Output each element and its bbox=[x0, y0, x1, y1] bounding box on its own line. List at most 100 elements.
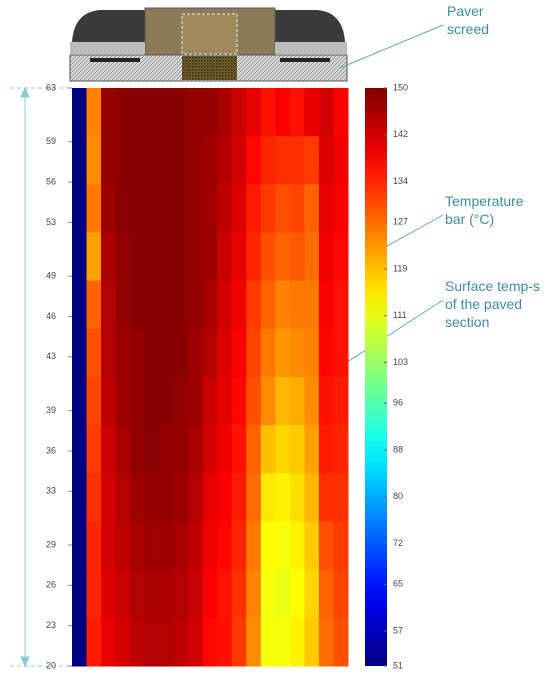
heat-cell bbox=[318, 184, 334, 233]
heat-cell bbox=[72, 569, 88, 619]
heat-cell bbox=[130, 184, 146, 233]
heat-cell bbox=[304, 184, 320, 233]
heat-cell bbox=[246, 473, 262, 522]
heat-cell bbox=[86, 521, 102, 571]
heat-cell bbox=[115, 280, 131, 330]
heat-cell bbox=[289, 473, 305, 522]
y-tick-label: 56 bbox=[46, 176, 56, 186]
colorbar-tick-label: 72 bbox=[393, 538, 403, 548]
heat-cell bbox=[173, 328, 189, 378]
heat-cell bbox=[231, 473, 247, 522]
heat-cell bbox=[72, 328, 88, 378]
colorbar-tick-label: 80 bbox=[393, 491, 403, 501]
heat-cell bbox=[173, 617, 189, 667]
heat-cell bbox=[304, 88, 320, 137]
heat-cell bbox=[318, 521, 334, 571]
heat-cell bbox=[246, 425, 262, 474]
heat-cell bbox=[130, 232, 146, 282]
heat-cell bbox=[101, 280, 117, 330]
y-tick-label: 59 bbox=[46, 136, 56, 146]
heat-cell bbox=[115, 569, 131, 619]
heat-cell bbox=[231, 425, 247, 474]
colorbar-tick-label: 150 bbox=[393, 82, 408, 92]
heat-cell bbox=[202, 280, 218, 330]
heat-cell bbox=[260, 184, 276, 233]
heat-cell bbox=[173, 88, 189, 137]
heat-cell bbox=[246, 617, 262, 667]
heat-cell bbox=[188, 473, 204, 522]
heat-cell bbox=[173, 136, 189, 185]
heat-cell bbox=[275, 280, 291, 330]
heat-cell bbox=[130, 136, 146, 185]
heat-cell bbox=[130, 473, 146, 522]
heat-cell bbox=[318, 377, 334, 426]
heat-cell bbox=[318, 425, 334, 474]
heat-cell bbox=[101, 473, 117, 522]
heat-cell bbox=[231, 136, 247, 185]
y-tick-label: 26 bbox=[46, 580, 56, 590]
colorbar-tick-label: 134 bbox=[393, 176, 408, 186]
colorbar-tick-label: 119 bbox=[393, 263, 407, 273]
heat-cell bbox=[275, 88, 291, 137]
heat-cell bbox=[231, 521, 247, 571]
heat-cell bbox=[304, 280, 320, 330]
heat-cell bbox=[289, 184, 305, 233]
heat-cell bbox=[72, 184, 88, 233]
heat-cell bbox=[217, 328, 233, 378]
heat-cell bbox=[159, 328, 175, 378]
heat-cell bbox=[333, 617, 349, 667]
heat-cell bbox=[188, 425, 204, 474]
heat-cell bbox=[159, 569, 175, 619]
heat-cell bbox=[202, 88, 218, 137]
heat-cell bbox=[202, 377, 218, 426]
heat-cell bbox=[173, 184, 189, 233]
heat-cell bbox=[115, 617, 131, 667]
heat-cell bbox=[246, 328, 262, 378]
heat-cell bbox=[188, 569, 204, 619]
heat-cell bbox=[144, 473, 160, 522]
paver-drawing bbox=[69, 7, 348, 82]
heat-cell bbox=[159, 521, 175, 571]
heat-cell bbox=[333, 184, 349, 233]
heat-cell bbox=[202, 328, 218, 378]
heat-cell bbox=[86, 328, 102, 378]
heat-cell bbox=[318, 617, 334, 667]
heat-cell bbox=[260, 280, 276, 330]
heat-cell bbox=[130, 521, 146, 571]
heat-cell bbox=[101, 232, 117, 282]
y-tick-label: 43 bbox=[46, 351, 56, 361]
heat-cell bbox=[173, 280, 189, 330]
heat-cell bbox=[260, 521, 276, 571]
heat-cell bbox=[144, 232, 160, 282]
heat-cell bbox=[101, 88, 117, 137]
heat-cell bbox=[333, 377, 349, 426]
colorbar bbox=[365, 88, 387, 666]
heat-cell bbox=[115, 328, 131, 378]
heat-cell bbox=[304, 521, 320, 571]
heat-cell bbox=[86, 617, 102, 667]
heat-cell bbox=[289, 521, 305, 571]
heat-cell bbox=[72, 88, 88, 137]
heat-cell bbox=[275, 184, 291, 233]
heat-cell bbox=[72, 377, 88, 426]
colorbar-tick-label: 127 bbox=[393, 217, 408, 227]
heat-cell bbox=[159, 88, 175, 137]
heat-cell bbox=[144, 88, 160, 137]
heat-cell bbox=[275, 328, 291, 378]
heat-cell bbox=[333, 569, 349, 619]
annotation: section bbox=[445, 314, 489, 330]
heat-cell bbox=[115, 521, 131, 571]
heat-cell bbox=[275, 617, 291, 667]
y-tick-label: 39 bbox=[46, 405, 56, 415]
heat-cell bbox=[159, 232, 175, 282]
heat-cell bbox=[289, 88, 305, 137]
heat-cell bbox=[86, 569, 102, 619]
heat-cell bbox=[217, 473, 233, 522]
heat-cell bbox=[333, 328, 349, 378]
heat-cell bbox=[101, 617, 117, 667]
heat-cell bbox=[231, 184, 247, 233]
heat-cell bbox=[231, 377, 247, 426]
heat-cell bbox=[318, 328, 334, 378]
heat-cell bbox=[72, 136, 88, 185]
heat-cell bbox=[202, 136, 218, 185]
